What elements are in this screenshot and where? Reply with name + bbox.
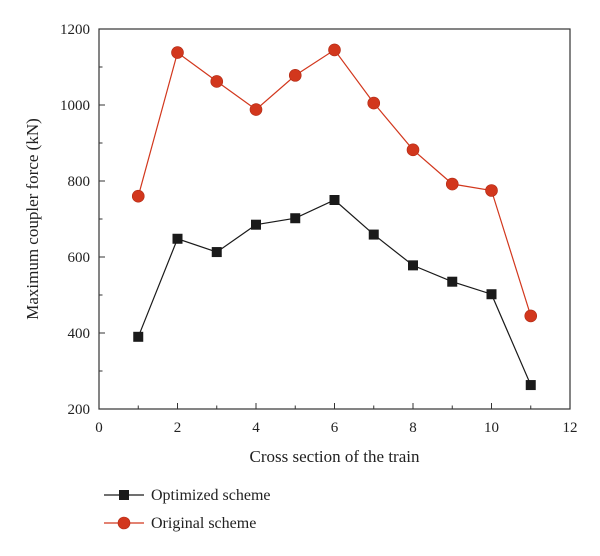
data-point [210, 75, 224, 88]
x-tick-label: 6 [331, 420, 339, 436]
data-point [288, 69, 302, 82]
data-point [368, 229, 379, 240]
y-axis-title: Maximum coupler force (kN) [23, 118, 42, 320]
plot-frame [98, 28, 571, 410]
y-tick-label: 1200 [60, 22, 90, 38]
legend-marker [117, 516, 131, 530]
data-point [249, 103, 263, 116]
data-point [367, 96, 381, 110]
x-tick-label: 0 [95, 420, 103, 436]
axes: 0 2 4 6 8 10 12 200 400 600 800 1000 1200 [60, 22, 578, 436]
data-point [406, 143, 420, 157]
data-point [131, 189, 145, 203]
data-point [447, 276, 458, 287]
x-axis-title: Cross section of the train [250, 447, 420, 466]
data-point [445, 177, 459, 191]
x-tick-label: 12 [563, 420, 578, 436]
data-point [251, 219, 261, 230]
data-point [485, 184, 498, 197]
legend-marker [119, 490, 129, 500]
legend-item: Original scheme [104, 515, 256, 532]
y-tick-label: 600 [68, 250, 91, 266]
data-point [290, 213, 301, 224]
y-tick-label: 800 [68, 174, 91, 190]
y-tick-label: 400 [68, 326, 91, 342]
data-point [133, 331, 144, 342]
data-point [329, 195, 340, 205]
legend-item: Optimized scheme [104, 487, 271, 504]
data-point [328, 43, 341, 57]
y-tick-label: 1000 [60, 98, 90, 114]
data-point [211, 247, 222, 258]
y-tick-label: 200 [68, 402, 91, 418]
plot-area [131, 43, 538, 391]
series-line [137, 49, 532, 317]
series-original [131, 43, 538, 323]
legend-label: Optimized scheme [151, 487, 271, 504]
data-point [524, 309, 538, 323]
legend: Optimized scheme Original scheme [104, 487, 271, 532]
data-point [486, 289, 497, 300]
x-tick-label: 4 [252, 420, 260, 436]
data-point [172, 233, 183, 244]
data-point [525, 380, 536, 391]
x-tick-label: 10 [484, 420, 499, 436]
series-line [137, 199, 532, 386]
x-tick-label: 8 [409, 420, 417, 436]
legend-label: Original scheme [151, 515, 256, 532]
series-optimized [133, 195, 536, 391]
data-point [171, 46, 184, 59]
data-point [408, 260, 418, 271]
x-tick-label: 2 [174, 420, 182, 436]
